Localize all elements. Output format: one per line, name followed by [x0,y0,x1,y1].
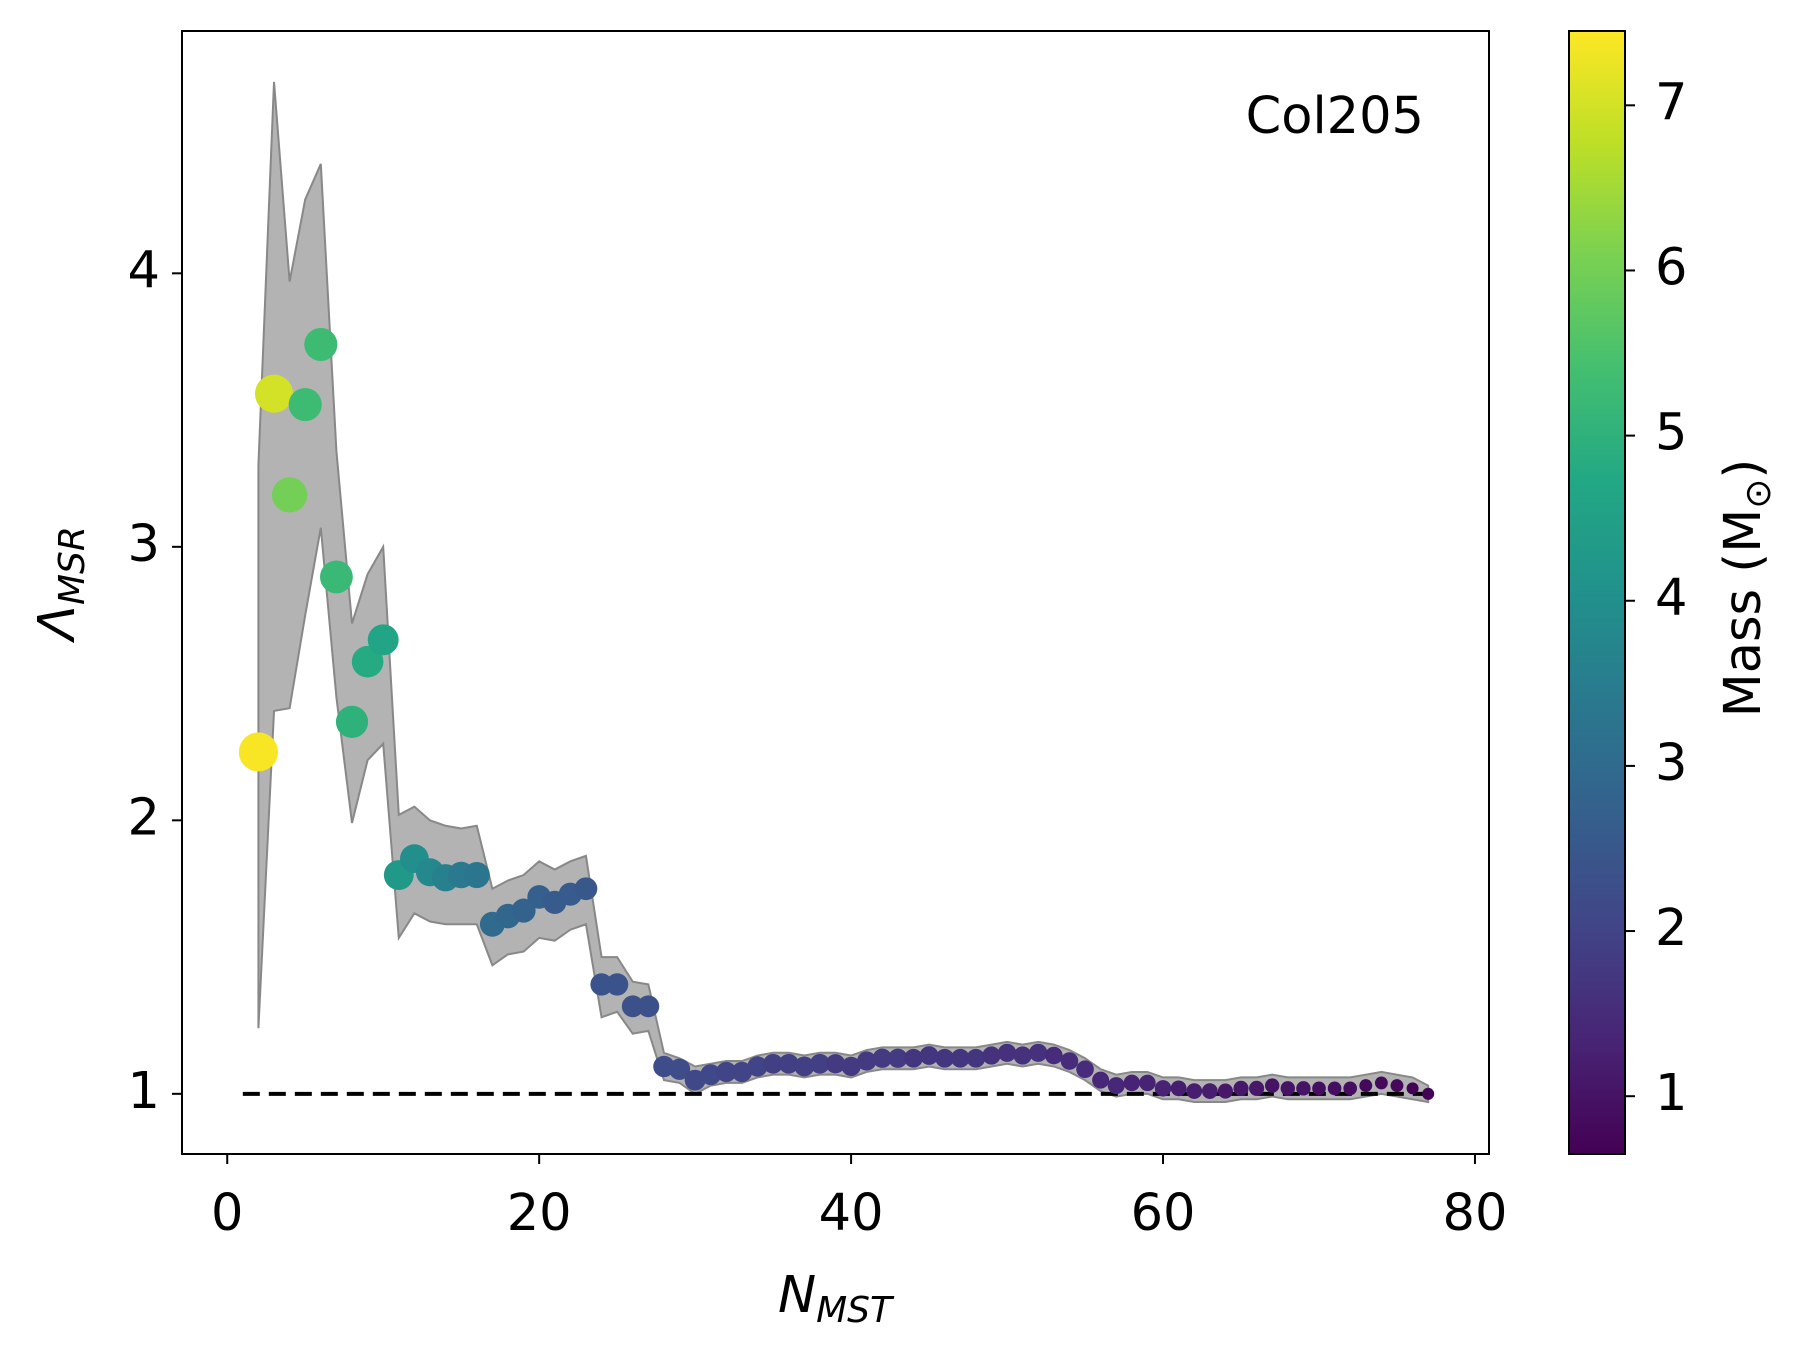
point [950,1048,970,1068]
colorbar-tick-label: 6 [1655,238,1687,297]
point [794,1056,815,1077]
colorbar-label-text: Mass (M [1714,509,1773,718]
point [825,1054,846,1074]
point [888,1048,908,1068]
point [966,1048,986,1068]
y-tick-label: 2 [128,788,160,847]
point [1312,1081,1326,1096]
point [809,1053,830,1074]
y-tick-label: 3 [128,515,160,574]
colorbar-tick-label: 2 [1655,899,1687,958]
point [1092,1071,1110,1089]
uncertainty-band [257,81,1430,1104]
point [700,1064,722,1086]
point [463,861,490,889]
point [238,732,279,772]
colorbar-label: Mass (M⊙) [1714,459,1779,718]
colorbar-tick-label: 1 [1655,1064,1687,1123]
point [857,1051,877,1071]
point [1296,1081,1311,1096]
y-tick-label: 1 [128,1062,160,1121]
point [1186,1083,1203,1099]
point [982,1046,1001,1065]
point [778,1053,799,1074]
point [904,1048,923,1068]
point [841,1056,861,1077]
x-tick-label: 0 [211,1184,243,1243]
point [731,1061,753,1083]
point [747,1056,768,1077]
plot-area [238,81,1435,1104]
axes-frame [181,30,1490,1155]
point [351,645,384,678]
point [919,1046,939,1065]
point [997,1043,1017,1062]
point [637,995,660,1018]
x-tick-label: 20 [507,1184,572,1243]
x-tick-label: 60 [1131,1184,1196,1243]
colorbar-tick-label: 3 [1655,734,1687,793]
x-axis-label: NMST [778,1266,895,1331]
point [319,560,353,594]
x-label-symbol: N [778,1266,816,1325]
colorbar-tick-label: 7 [1655,73,1687,132]
point [1280,1081,1296,1096]
point [1045,1046,1063,1065]
point [271,477,308,513]
x-tick-label: 80 [1443,1184,1508,1243]
annotation: Col205 [1246,87,1424,146]
x-tick-label: 40 [819,1184,884,1243]
colorbar [1568,30,1626,1155]
colorbar-tick-label: 5 [1655,404,1687,463]
point [590,973,613,996]
point [668,1058,691,1080]
point [1107,1077,1125,1095]
point [935,1048,955,1068]
point [716,1061,737,1083]
point [1327,1081,1342,1096]
point [1233,1080,1249,1096]
point [367,624,399,656]
point [1359,1079,1373,1093]
point [1201,1083,1218,1099]
point [872,1048,892,1068]
point [1076,1060,1094,1079]
point [1060,1052,1079,1070]
x-label-subscript: MST [816,1290,895,1331]
point [1154,1080,1172,1097]
point [1029,1043,1048,1062]
point [574,877,598,901]
point [511,898,536,923]
colorbar-tick-label: 4 [1655,569,1687,628]
y-label-subscript: MSR [52,526,93,605]
point [1139,1074,1156,1092]
point [1217,1083,1233,1099]
point [335,705,369,738]
y-axis-label: ΛMSR [28,526,93,644]
colorbar-label-suffix: ) [1714,459,1773,479]
point [1343,1081,1358,1096]
point [763,1053,784,1074]
point [254,374,294,413]
point [605,973,629,996]
point [1406,1082,1419,1095]
point [1123,1074,1141,1092]
colorbar-label-subscript: ⊙ [1738,479,1779,509]
point [621,995,644,1018]
point [288,388,322,422]
y-label-symbol: Λ [28,605,87,644]
point [1390,1079,1404,1093]
point [1374,1076,1388,1090]
point [1265,1078,1280,1093]
point [1422,1087,1435,1100]
y-tick-label: 4 [128,241,160,300]
point [1249,1080,1265,1096]
point [1013,1046,1032,1065]
point [304,327,338,362]
point [1170,1080,1187,1097]
